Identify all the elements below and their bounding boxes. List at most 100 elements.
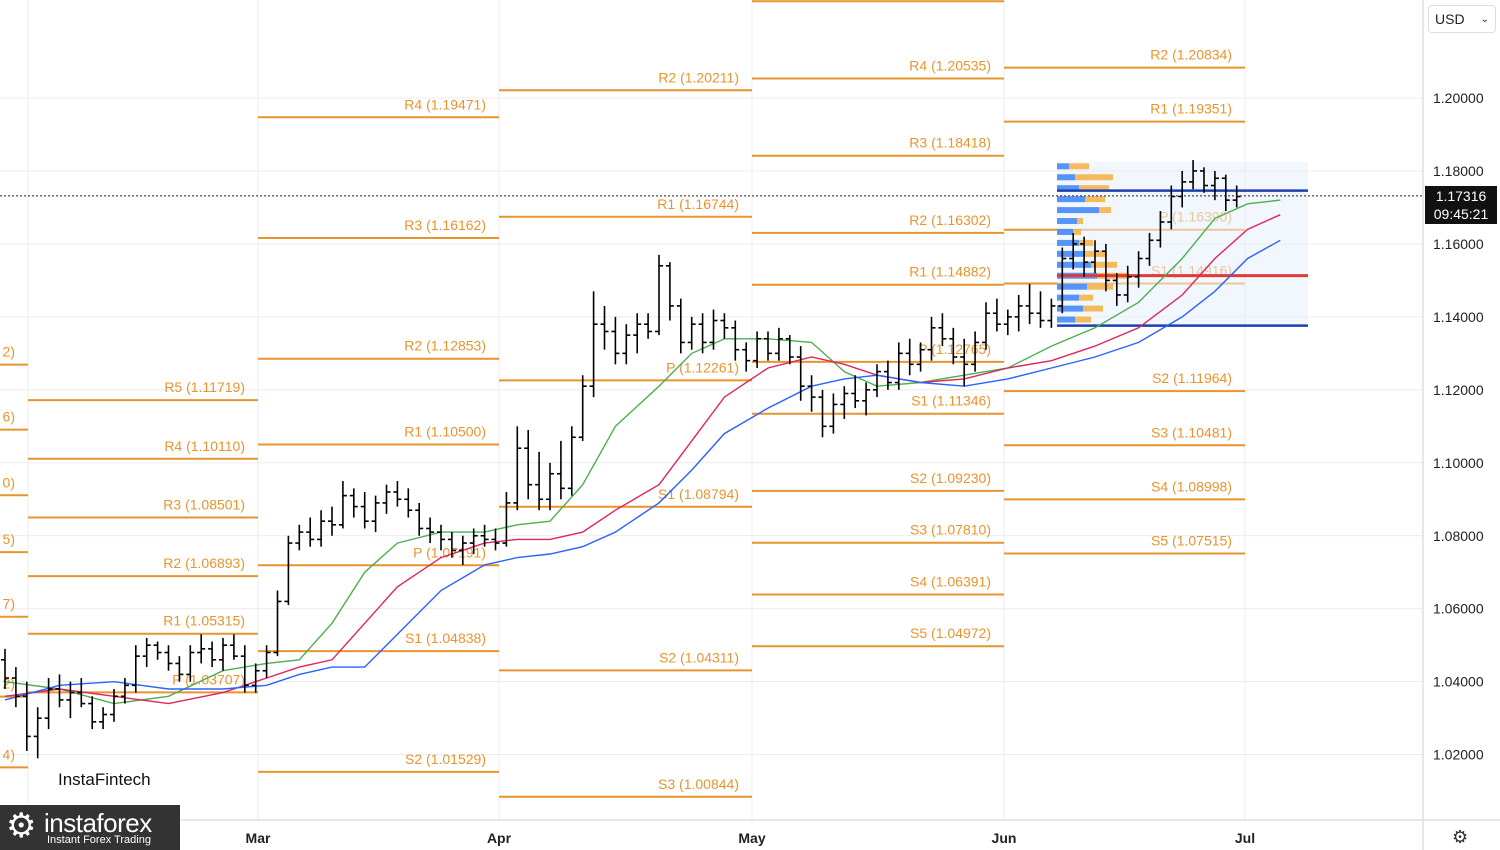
price-bar — [1221, 174, 1230, 212]
price-bar — [502, 491, 511, 547]
time-tick-label: Mar — [246, 830, 271, 846]
price-bar — [644, 313, 653, 339]
profile-bar-blue — [1057, 228, 1073, 235]
profile-bar-orange — [1075, 174, 1113, 181]
pivot-label: R2 (1.20211) — [658, 69, 739, 85]
pivot-label: S2 (1.09230) — [910, 470, 991, 486]
time-axis[interactable]: Mar Apr May Jun Jul — [246, 830, 1256, 846]
price-bar — [1101, 243, 1110, 292]
current-price-value: 1.17316 — [1435, 187, 1487, 204]
price-bar — [415, 502, 424, 536]
price-bar — [567, 426, 576, 496]
pivot-label: S2 (1.04311) — [659, 649, 739, 665]
pivot-label: S1 (1.04838) — [405, 630, 486, 646]
price-bar — [1178, 170, 1187, 208]
price-bar — [818, 389, 827, 438]
price-tick-label: 1.10000 — [1433, 455, 1484, 471]
price-bar — [894, 342, 903, 390]
price-bar — [1003, 309, 1012, 336]
price-bar — [11, 667, 20, 708]
price-bar — [99, 707, 108, 730]
price-bar — [66, 681, 75, 719]
gear-logo-icon: ⚙ — [6, 807, 37, 845]
price-bar — [611, 316, 620, 365]
chevron-down-icon[interactable]: ⌄ — [1480, 13, 1489, 25]
pivot-label: R1 (1.05315) — [163, 613, 245, 629]
price-tick-label: 1.02000 — [1433, 747, 1484, 763]
price-axis[interactable]: 1.02000 1.04000 1.06000 1.08000 1.10000 1.120… — [1433, 90, 1484, 763]
price-bar — [284, 535, 293, 606]
profile-bar-orange — [1083, 305, 1103, 312]
settings-icon[interactable]: ⚙ — [1452, 827, 1469, 847]
pivot-label: R3 (1.16162) — [404, 217, 486, 233]
price-bar — [480, 524, 489, 547]
price-bar — [883, 360, 892, 390]
profile-bar-blue — [1057, 185, 1079, 192]
price-bar — [938, 313, 947, 347]
profile-bar-blue — [1057, 163, 1069, 170]
price-bar — [33, 707, 42, 759]
price-bar — [197, 634, 206, 664]
price-bar — [328, 506, 336, 536]
price-bar — [1058, 247, 1067, 314]
pivot-label: 2) — [3, 344, 15, 360]
price-bar — [1145, 232, 1154, 266]
profile-bar-blue — [1057, 174, 1075, 181]
bar-countdown: 09:45:21 — [1433, 205, 1489, 222]
pivot-label: S2 (1.11964) — [1152, 370, 1232, 386]
price-bar — [840, 386, 849, 420]
price-bar — [633, 313, 642, 354]
logo-name: instaforex — [44, 808, 152, 838]
price-bar — [764, 331, 772, 361]
currency-select[interactable]: USD ⌄ — [1428, 5, 1496, 33]
currency-value: USD — [1435, 11, 1465, 27]
price-bar — [306, 517, 315, 547]
chart-grid — [0, 0, 1423, 820]
profile-bar-orange — [1073, 228, 1081, 235]
logo-tagline: Instant Forex Trading — [47, 834, 151, 846]
watermark-box — [48, 765, 172, 795]
pivot-label: S2 (1.01529) — [405, 751, 486, 767]
price-bar — [164, 645, 173, 671]
price-bar — [785, 335, 794, 365]
price-bar — [731, 320, 740, 361]
price-bar — [55, 674, 64, 708]
price-bar — [720, 313, 729, 339]
profile-bar-blue — [1057, 239, 1079, 246]
pivot-label: S5 (1.04972) — [910, 625, 991, 641]
pivot-label: S3 (1.00844) — [658, 776, 739, 792]
pivot-label: R3 (1.18418) — [909, 135, 991, 151]
pivot-label: R4 (1.20535) — [909, 57, 991, 73]
profile-bar-orange — [1099, 207, 1111, 214]
price-bar — [251, 663, 260, 693]
time-tick-label: Jun — [992, 830, 1017, 846]
price-bar — [992, 298, 1001, 332]
moving-average-line — [4, 239, 1281, 701]
price-bar — [404, 488, 413, 518]
pivot-label: S3 (1.07810) — [910, 522, 991, 538]
profile-bar-blue — [1057, 316, 1075, 323]
price-bar — [905, 338, 914, 376]
price-tick-label: 1.12000 — [1433, 382, 1484, 398]
price-bar — [927, 316, 936, 361]
pivot-label: S4 (1.06391) — [910, 573, 991, 589]
price-bar — [1080, 236, 1089, 277]
price-bar — [916, 342, 925, 372]
price-bar — [208, 641, 217, 668]
price-bar — [219, 637, 227, 671]
current-price-tag: 1.17316 09:45:21 — [1425, 185, 1497, 224]
profile-bar-orange — [1087, 283, 1113, 290]
price-bar — [1025, 284, 1034, 325]
pivot-label: R1 (1.14882) — [909, 264, 991, 280]
pivot-label: S4 (1.08998) — [1151, 478, 1232, 494]
profile-bar-orange — [1077, 218, 1083, 225]
profile-bar-orange — [1091, 261, 1117, 268]
price-bar — [273, 590, 282, 657]
price-tick-label: 1.18000 — [1433, 163, 1484, 179]
price-bar — [862, 382, 871, 416]
price-bar — [447, 532, 456, 558]
profile-bar-orange — [1079, 294, 1093, 301]
profile-bar-orange — [1079, 185, 1109, 192]
price-bar — [753, 331, 762, 368]
